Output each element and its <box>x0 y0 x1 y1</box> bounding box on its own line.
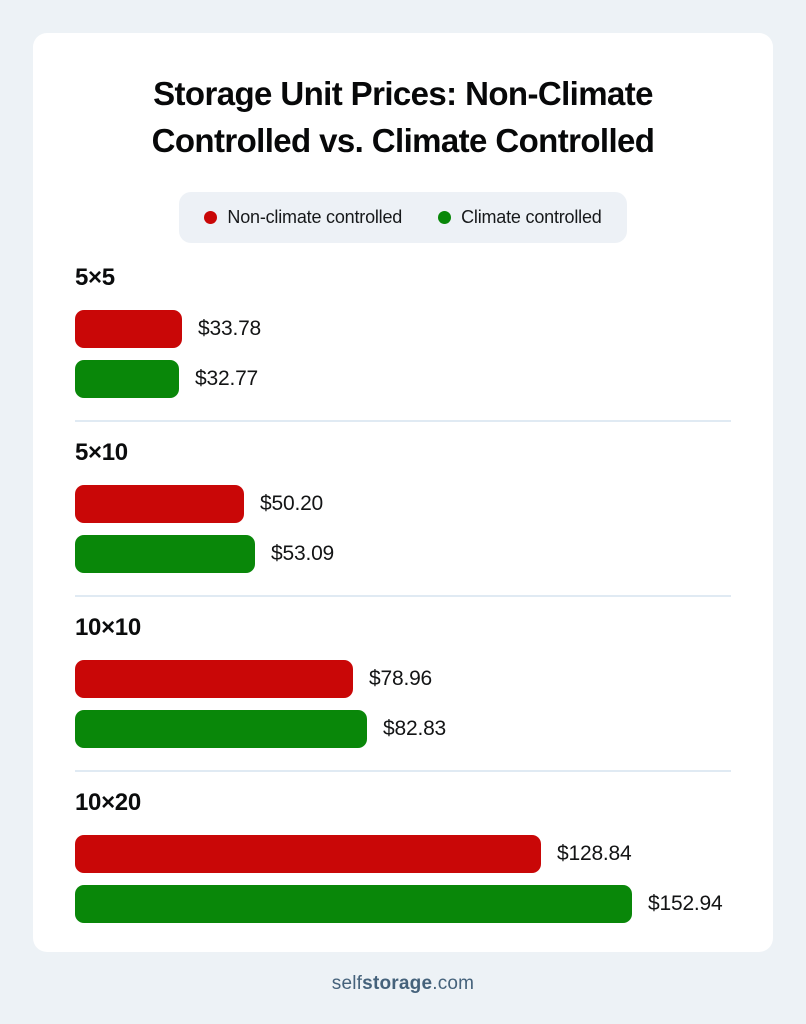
size-group-5x5: 5×5 $33.78 $32.77 <box>75 247 731 422</box>
size-label: 10×10 <box>75 614 141 641</box>
bar-non-climate <box>75 310 182 348</box>
footer-brand-prefix: self <box>331 973 363 994</box>
bar-value-label: $82.83 <box>383 717 447 740</box>
bar-value-label: $152.94 <box>648 892 723 915</box>
bar-row: $78.96 <box>75 660 731 698</box>
bar-non-climate <box>75 485 244 523</box>
size-label: 5×5 <box>75 264 115 291</box>
bar-value-label: $78.96 <box>369 667 433 690</box>
bar-row: $152.94 <box>75 885 731 923</box>
legend-swatch-climate-icon <box>438 211 452 224</box>
legend-swatch-non-climate-icon <box>204 211 218 224</box>
bar-value-label: $128.84 <box>557 842 632 865</box>
bar-row: $82.83 <box>75 710 731 748</box>
bar-non-climate <box>75 660 353 698</box>
bar-row: $33.78 <box>75 310 731 348</box>
bar-value-label: $50.20 <box>260 492 324 515</box>
legend: Non-climate controlled Climate controlle… <box>179 192 627 243</box>
bar-row: $32.77 <box>75 360 731 398</box>
footer-brand-suffix: .com <box>432 973 475 994</box>
bar-value-label: $33.78 <box>198 317 262 340</box>
chart-card: Storage Unit Prices: Non-Climate Control… <box>33 33 773 952</box>
footer-brand-bold: storage <box>362 973 433 994</box>
bar-row: $50.20 <box>75 485 731 523</box>
size-label: 5×10 <box>75 439 128 466</box>
bar-non-climate <box>75 835 541 873</box>
bar-climate <box>75 710 367 748</box>
legend-item-non-climate: Non-climate controlled <box>204 207 402 228</box>
footer-brand: selfstorage.com <box>0 973 806 995</box>
bar-groups: 5×5 $33.78 $32.77 5×10 $50.20 $53.09 10×… <box>75 247 731 923</box>
bar-row: $128.84 <box>75 835 731 873</box>
size-group-10x20: 10×20 $128.84 $152.94 <box>75 772 731 923</box>
bar-value-label: $53.09 <box>271 542 335 565</box>
chart-title: Storage Unit Prices: Non-Climate Control… <box>75 70 731 164</box>
legend-label-climate: Climate controlled <box>461 207 602 227</box>
legend-label-non-climate: Non-climate controlled <box>227 207 403 227</box>
size-group-5x10: 5×10 $50.20 $53.09 <box>75 422 731 597</box>
chart-title-line-1: Storage Unit Prices: Non-Climate <box>153 75 653 112</box>
legend-item-climate: Climate controlled <box>438 207 602 228</box>
bar-climate <box>75 360 179 398</box>
size-label: 10×20 <box>75 789 141 816</box>
bar-row: $53.09 <box>75 535 731 573</box>
bar-value-label: $32.77 <box>195 367 259 390</box>
bar-climate <box>75 535 255 573</box>
chart-title-line-2: Controlled vs. Climate Controlled <box>151 122 655 159</box>
bar-climate <box>75 885 632 923</box>
legend-wrap: Non-climate controlled Climate controlle… <box>75 192 731 243</box>
size-group-10x10: 10×10 $78.96 $82.83 <box>75 597 731 772</box>
